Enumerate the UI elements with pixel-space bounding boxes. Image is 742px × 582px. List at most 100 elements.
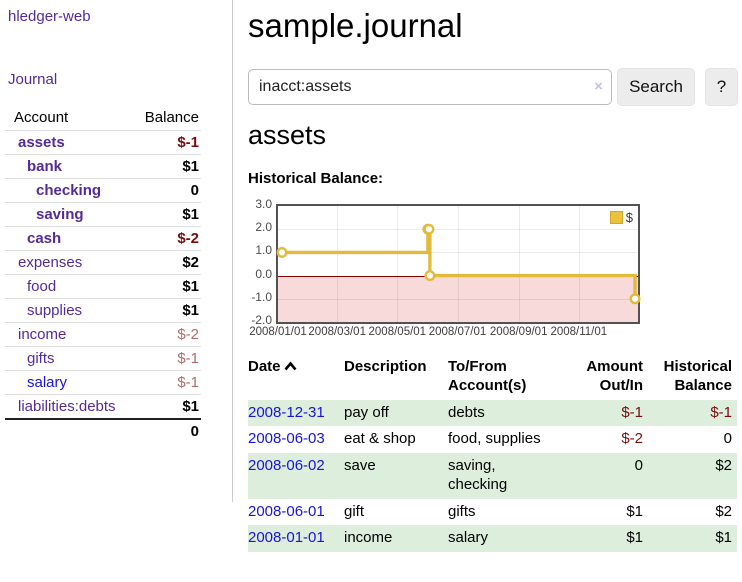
transaction-amount: 0 bbox=[634, 457, 643, 474]
account-link[interactable]: bank bbox=[27, 158, 63, 175]
y-tick-label: 0.0 bbox=[255, 266, 272, 281]
account-row: bank $1 bbox=[5, 154, 201, 179]
account-row: expenses $2 bbox=[5, 250, 201, 275]
y-tick-label: -2.0 bbox=[251, 313, 272, 327]
account-link[interactable]: food bbox=[27, 278, 57, 295]
transaction-description: save bbox=[344, 457, 376, 474]
x-tick-label: 2008/09/01 bbox=[489, 326, 548, 338]
transaction-accounts: gifts bbox=[448, 502, 476, 520]
register: Date Description To/From Account(s) Amoun… bbox=[248, 356, 737, 552]
main-content: sample.journal bbox=[248, 0, 742, 45]
clear-search-icon[interactable]: × bbox=[594, 78, 603, 95]
account-balance: $1 bbox=[128, 274, 201, 299]
account-balance: $1 bbox=[128, 202, 201, 227]
transaction-date-link[interactable]: 2008-12-31 bbox=[248, 403, 325, 421]
account-balance: $1 bbox=[128, 298, 201, 323]
col-description: Description bbox=[344, 358, 427, 375]
x-tick-label: 2008/01/01 bbox=[249, 326, 307, 338]
y-tick-label: 1.0 bbox=[255, 243, 272, 258]
transaction-balance: $1 bbox=[715, 529, 732, 547]
x-tick-label: 2008/05/01 bbox=[368, 326, 427, 338]
account-row: food $1 bbox=[5, 274, 201, 299]
transaction-row: 2008-06-03 eat & shop food, supplies $-2 0 bbox=[248, 426, 737, 453]
account-row: cash $-2 bbox=[5, 226, 201, 251]
account-row: saving $1 bbox=[5, 202, 201, 227]
account-link[interactable]: assets bbox=[18, 134, 65, 151]
transaction-accounts: saving, checking bbox=[448, 457, 508, 493]
chart-y-axis: 3.0 2.0 1.0 0.0 -1.0 -2.0 bbox=[248, 197, 272, 327]
transaction-balance: $2 bbox=[715, 502, 732, 520]
transaction-balance: $-1 bbox=[710, 403, 732, 421]
x-tick-label: 2008/11/01 bbox=[550, 326, 608, 338]
transaction-balance: 0 bbox=[723, 430, 732, 448]
transaction-row: 2008-06-01 gift gifts $1 $2 bbox=[248, 499, 737, 526]
transaction-date-link[interactable]: 2008-01-01 bbox=[248, 529, 325, 547]
account-balance: $-1 bbox=[128, 346, 201, 371]
transaction-balance: $2 bbox=[715, 457, 732, 474]
legend-swatch-icon bbox=[609, 211, 623, 224]
transaction-amount: $1 bbox=[626, 502, 643, 520]
x-tick-label: 2008/03/01 bbox=[308, 326, 366, 338]
transaction-accounts: debts bbox=[448, 403, 485, 421]
balance-series bbox=[276, 223, 641, 305]
accounts-header-row: Account Balance bbox=[5, 106, 201, 131]
chart-title: Historical Balance: bbox=[248, 170, 384, 187]
account-balance: $-1 bbox=[128, 370, 201, 395]
account-link[interactable]: expenses bbox=[18, 254, 83, 271]
col-amount: Amount Out/In bbox=[586, 358, 643, 394]
brand-link[interactable]: hledger-web bbox=[8, 8, 91, 25]
transaction-date-link[interactable]: 2008-06-02 bbox=[248, 457, 325, 474]
legend-label: $ bbox=[625, 210, 633, 225]
transaction-date-link[interactable]: 2008-06-01 bbox=[248, 502, 325, 520]
transaction-accounts: salary bbox=[448, 529, 489, 547]
transaction-accounts: food, supplies bbox=[448, 430, 541, 448]
chart-plot-area: $ bbox=[276, 204, 641, 324]
account-link[interactable]: cash bbox=[27, 230, 62, 247]
col-accounts: To/From Account(s) bbox=[448, 358, 527, 394]
accounts-total-row: 0 bbox=[5, 418, 201, 443]
transaction-row: 2008-06-02 save saving, checking 0 $2 bbox=[248, 453, 737, 499]
account-row: liabilities:debts $1 bbox=[5, 394, 201, 419]
transaction-description: pay off bbox=[344, 403, 389, 421]
y-tick-label: 3.0 bbox=[255, 197, 272, 211]
account-balance: $1 bbox=[128, 154, 201, 179]
transaction-row: 2008-12-31 pay off debts $-1 $-1 bbox=[248, 399, 737, 427]
transaction-description: income bbox=[344, 529, 393, 547]
account-heading: assets bbox=[248, 120, 327, 150]
nav-journal-link[interactable]: Journal bbox=[8, 71, 58, 88]
transaction-row: 2008-01-01 income salary $1 $1 bbox=[248, 525, 737, 552]
account-balance: $2 bbox=[128, 250, 201, 275]
chart-legend: $ bbox=[609, 210, 633, 225]
accounts-col-balance: Balance bbox=[144, 109, 199, 126]
account-link[interactable]: checking bbox=[36, 182, 102, 199]
help-button[interactable]: ? bbox=[705, 68, 738, 106]
account-link[interactable]: income bbox=[18, 326, 67, 343]
search-input[interactable] bbox=[248, 69, 612, 105]
account-row: assets $-1 bbox=[5, 130, 201, 155]
col-date[interactable]: Date bbox=[248, 356, 344, 400]
transaction-date-link[interactable]: 2008-06-03 bbox=[248, 430, 325, 448]
chevron-up-icon bbox=[284, 359, 297, 378]
account-row: salary $-1 bbox=[5, 370, 201, 395]
x-tick-label: 2008/07/01 bbox=[428, 326, 487, 338]
transaction-description: gift bbox=[344, 502, 365, 520]
account-row: checking 0 bbox=[5, 178, 201, 203]
account-balance: 0 bbox=[128, 178, 201, 203]
accounts-table: Account Balance assets $-1 bank $1 checking 0… bbox=[5, 106, 201, 443]
account-row: income $-2 bbox=[5, 322, 201, 347]
account-balance: $1 bbox=[128, 394, 201, 419]
account-link[interactable]: saving bbox=[36, 206, 84, 223]
col-balance: Historical Balance bbox=[663, 358, 732, 394]
account-link[interactable]: salary bbox=[27, 374, 68, 391]
search-button[interactable]: Search bbox=[617, 68, 695, 106]
account-link[interactable]: supplies bbox=[27, 302, 83, 319]
transaction-amount: $-2 bbox=[621, 430, 643, 448]
account-link[interactable]: liabilities:debts bbox=[18, 398, 116, 415]
y-tick-label: 2.0 bbox=[255, 220, 272, 235]
accounts-total-value: 0 bbox=[128, 418, 201, 443]
y-tick-label: -1.0 bbox=[251, 289, 272, 304]
account-link[interactable]: gifts bbox=[27, 350, 55, 367]
chart: 3.0 2.0 1.0 0.0 -1.0 -2.0 $ 2008/01/01 2008/03… bbox=[248, 197, 648, 344]
page-title: sample.journal bbox=[248, 7, 463, 44]
search-input-wrap: × bbox=[248, 69, 612, 105]
